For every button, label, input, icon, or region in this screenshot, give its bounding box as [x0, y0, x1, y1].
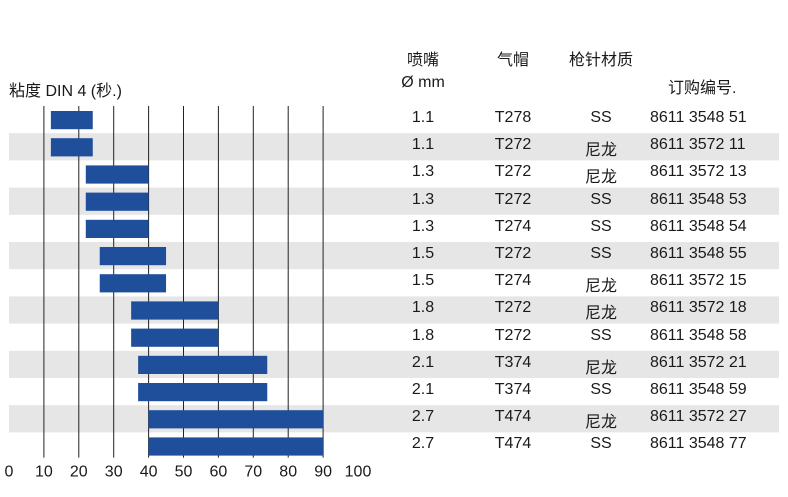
viscosity-bar — [148, 410, 324, 429]
needle-material-cell: 尼龙 — [584, 142, 618, 160]
x-tick-label: 100 — [345, 464, 372, 481]
nozzle-cell: 1.3 — [411, 163, 435, 181]
needle-material-cell: SS — [590, 217, 612, 235]
nozzle-cell: 1.5 — [411, 245, 435, 262]
air-cap-cell: T274 — [494, 217, 532, 235]
viscosity-axis-title: 粘度 DIN 4 (秒.) — [9, 83, 122, 100]
nozzle-cell: 1.8 — [411, 326, 435, 344]
needle-material-cell: SS — [590, 326, 612, 344]
needle-material-cell: SS — [590, 435, 612, 453]
nozzle-unit-header: Ø mm — [401, 74, 445, 91]
air-cap-cell: T278 — [494, 109, 532, 126]
viscosity-bar — [138, 355, 268, 374]
nozzle-cell: 2.1 — [411, 381, 435, 398]
order-number-cell: 8611 3572 15 — [650, 272, 747, 290]
viscosity-bar — [148, 437, 324, 456]
needle-material-cell: 尼龙 — [584, 359, 618, 377]
viscosity-bar — [85, 192, 149, 211]
needle-material-header: 枪针材质 — [568, 52, 634, 69]
row-stripe — [9, 405, 779, 433]
x-tick-label: 50 — [175, 464, 193, 481]
needle-material-cell: 尼龙 — [584, 169, 618, 187]
order-number-cell: 8611 3548 55 — [650, 245, 747, 262]
order-number-cell: 8611 3572 21 — [650, 353, 747, 371]
viscosity-bar — [85, 165, 149, 184]
viscosity-bar — [50, 111, 93, 130]
nozzle-cell: 2.1 — [411, 353, 435, 371]
needle-material-cell: SS — [590, 381, 612, 398]
air-cap-cell: T272 — [494, 326, 532, 344]
order-number-cell: 8611 3548 53 — [650, 190, 747, 208]
x-tick-label: 20 — [70, 464, 88, 481]
order-number-cell: 8611 3548 51 — [650, 109, 747, 126]
needle-material-cell: SS — [590, 190, 612, 208]
air-cap-cell: T272 — [494, 136, 532, 154]
air-cap-cell: T272 — [494, 163, 532, 181]
air-cap-header: 气帽 — [496, 52, 530, 69]
air-cap-cell: T272 — [494, 190, 532, 208]
nozzle-header: 喷嘴 — [406, 52, 440, 69]
needle-material-cell: SS — [590, 245, 612, 262]
nozzle-cell: 1.3 — [411, 217, 435, 235]
nozzle-cell: 1.3 — [411, 190, 435, 208]
viscosity-bar — [99, 274, 167, 293]
air-cap-cell: T474 — [494, 408, 532, 426]
needle-material-cell: SS — [590, 109, 612, 126]
order-number-cell: 8611 3572 11 — [650, 136, 746, 154]
order-number-cell: 8611 3548 54 — [650, 217, 747, 235]
viscosity-bar — [131, 328, 219, 347]
x-tick-label: 70 — [244, 464, 262, 481]
order-number-cell: 8611 3548 59 — [650, 381, 747, 398]
order-number-cell: 8611 3548 58 — [650, 326, 747, 344]
viscosity-bar — [85, 219, 149, 238]
x-tick-label: 30 — [105, 464, 123, 481]
nozzle-cell: 1.1 — [411, 109, 435, 126]
viscosity-bar — [138, 383, 268, 402]
nozzle-cell: 1.5 — [411, 272, 435, 290]
order-number-cell: 8611 3572 13 — [650, 163, 747, 181]
x-tick-label: 0 — [5, 464, 14, 481]
viscosity-bar — [99, 247, 167, 266]
nozzle-cell: 2.7 — [411, 408, 435, 426]
needle-material-cell: 尼龙 — [584, 278, 618, 296]
air-cap-cell: T272 — [494, 299, 532, 317]
order-number-cell: 8611 3548 77 — [650, 435, 747, 453]
needle-material-cell: 尼龙 — [584, 414, 618, 432]
nozzle-cell: 1.1 — [411, 136, 435, 154]
x-tick-label: 40 — [140, 464, 158, 481]
x-tick-label: 90 — [314, 464, 332, 481]
row-stripe — [9, 350, 779, 378]
nozzle-cell: 2.7 — [411, 435, 435, 453]
row-stripe — [9, 133, 779, 161]
order-number-cell: 8611 3572 27 — [650, 408, 747, 426]
air-cap-cell: T374 — [494, 353, 532, 371]
x-tick-label: 10 — [35, 464, 53, 481]
air-cap-cell: T274 — [494, 272, 532, 290]
needle-material-cell: 尼龙 — [584, 305, 618, 323]
viscosity-bar — [131, 301, 219, 320]
air-cap-cell: T474 — [494, 435, 532, 453]
air-cap-cell: T272 — [494, 245, 532, 262]
x-tick-label: 80 — [279, 464, 297, 481]
order-number-header: 订购编号. — [668, 80, 737, 97]
viscosity-bar — [50, 138, 93, 157]
nozzle-cell: 1.8 — [411, 299, 435, 317]
order-number-cell: 8611 3572 18 — [650, 299, 747, 317]
air-cap-cell: T374 — [494, 381, 532, 398]
x-tick-label: 60 — [210, 464, 228, 481]
